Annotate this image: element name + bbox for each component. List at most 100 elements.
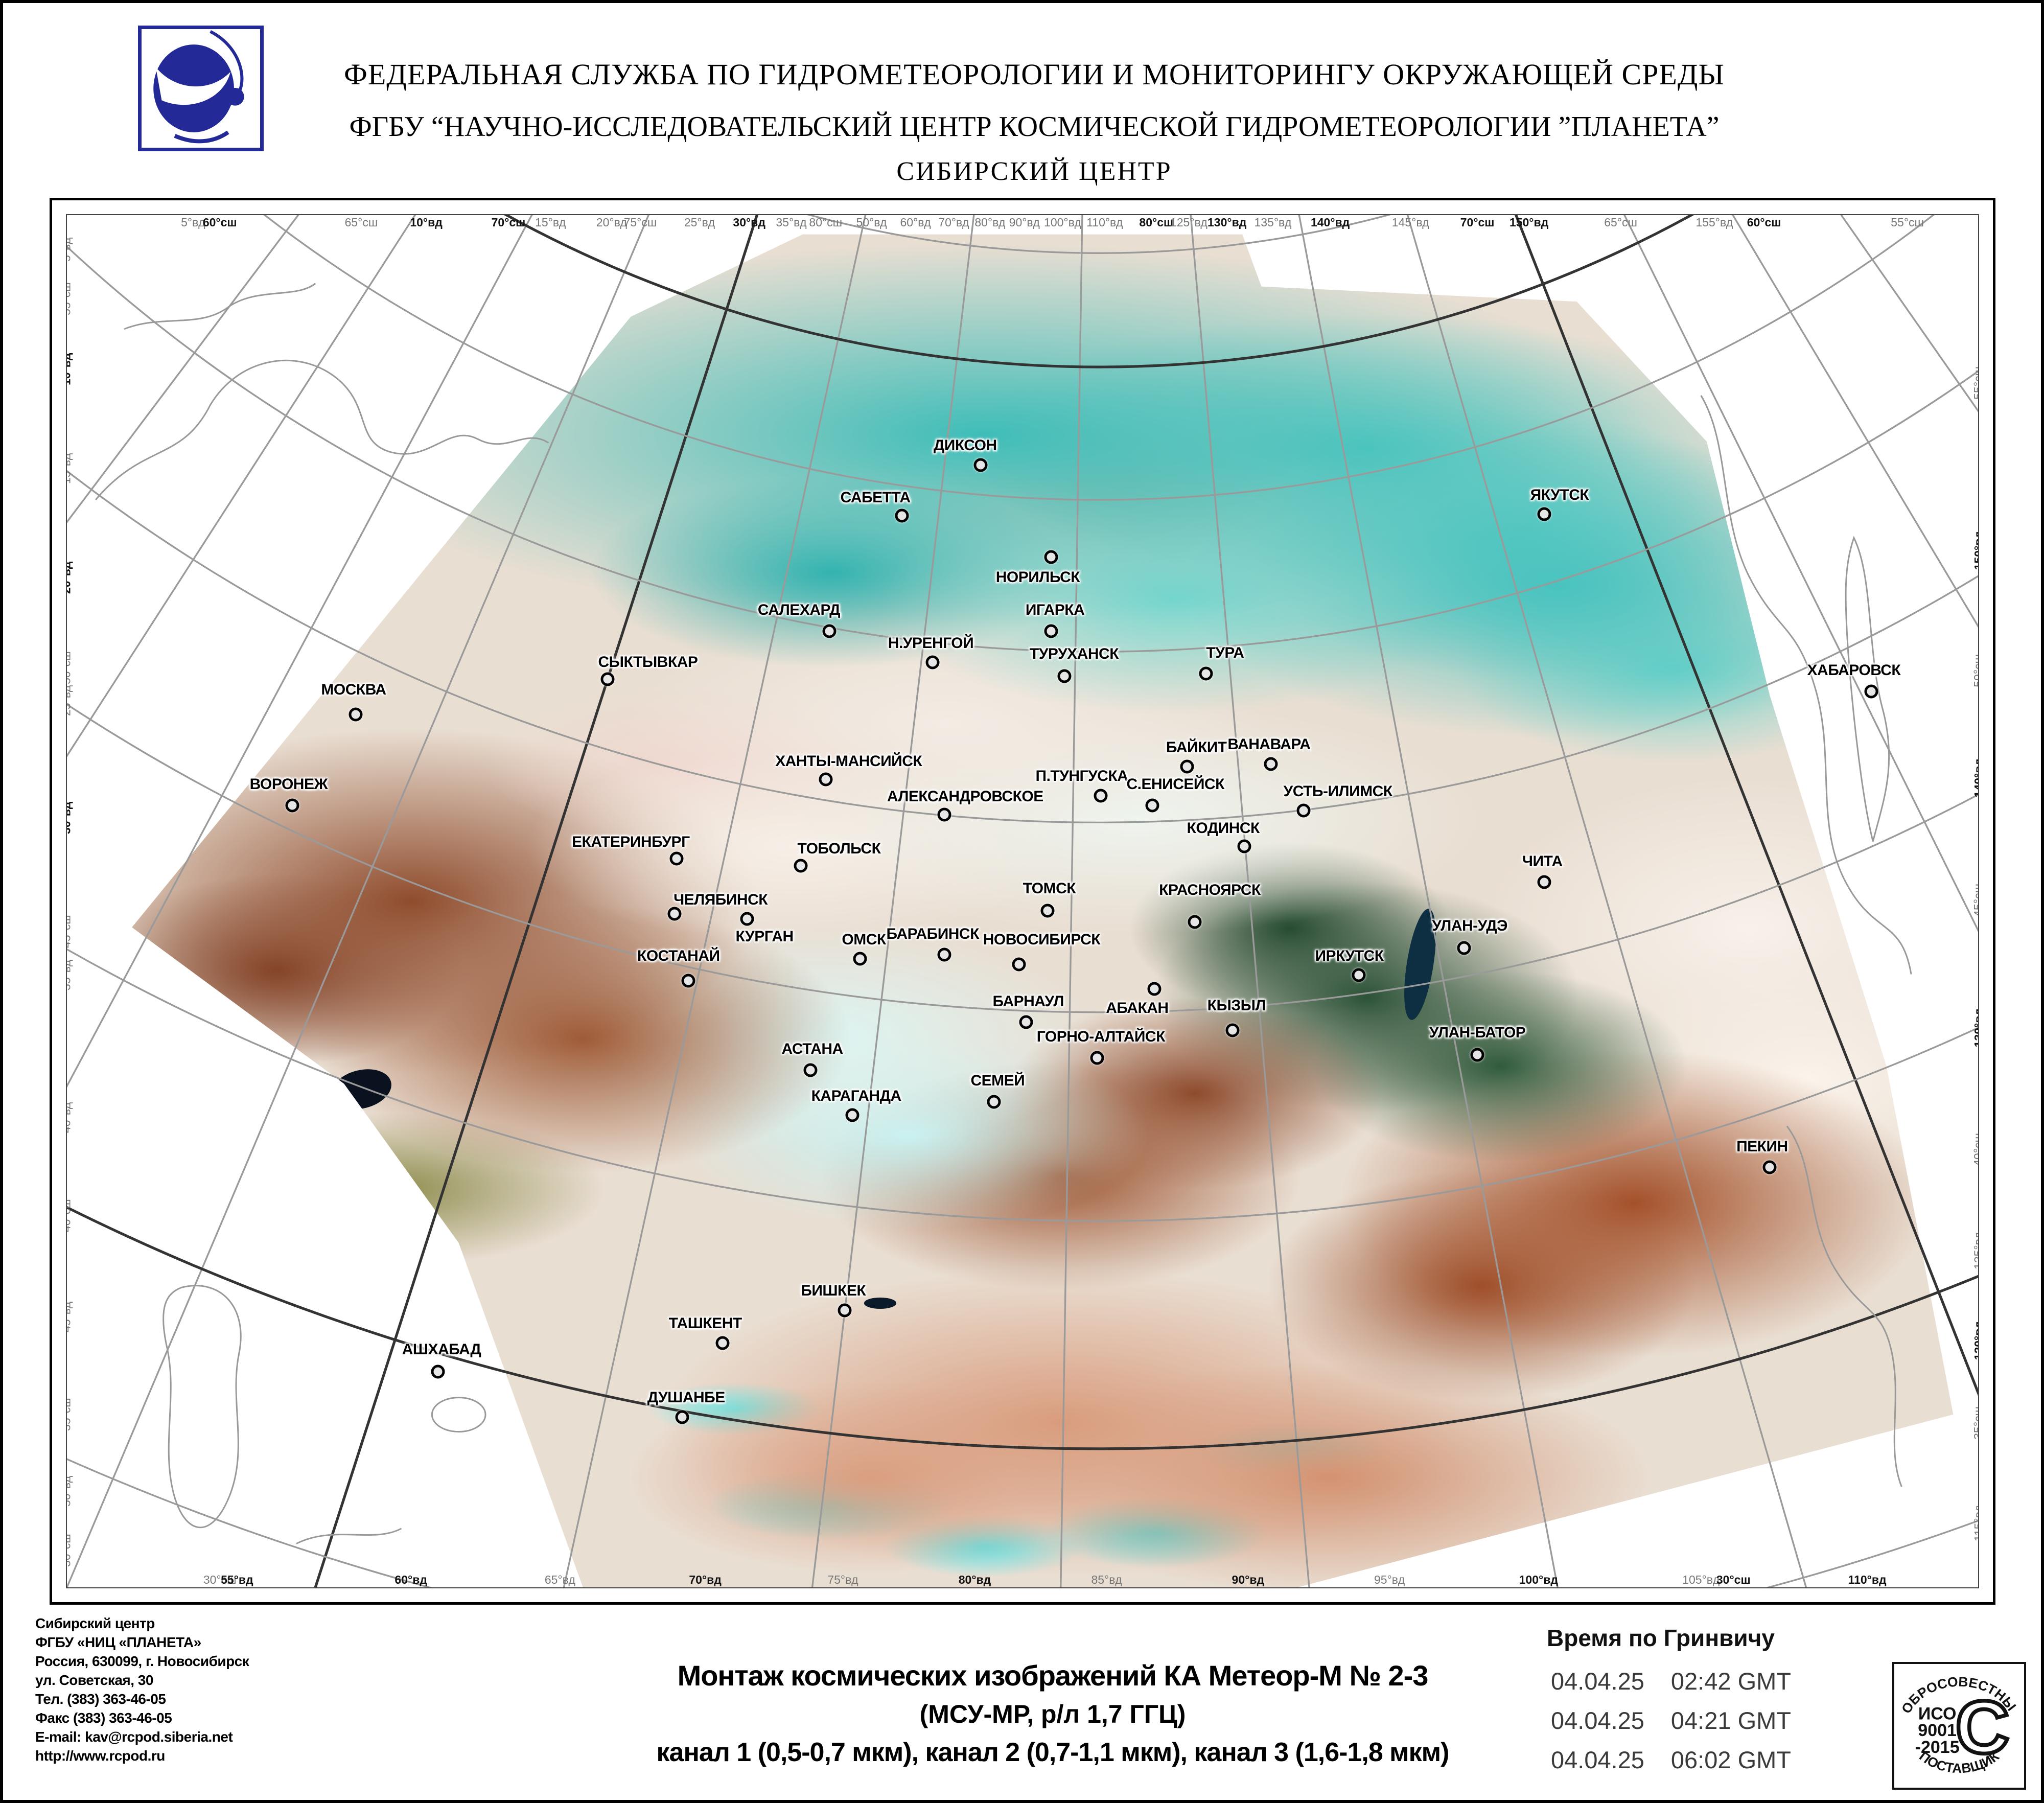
graticule-meridians-dark xyxy=(314,215,1978,1587)
city-dot xyxy=(1057,669,1072,683)
badge-iso-line-3: -2015 xyxy=(1915,1738,1960,1757)
header-org-line-1: ФЕДЕРАЛЬНАЯ СЛУЖБА ПО ГИДРОМЕТЕОРОЛОГИИ … xyxy=(344,58,1725,91)
graticule-label-left: 45°сш xyxy=(66,915,73,948)
city-dot xyxy=(1537,507,1551,521)
city-label: АЛЕКСАНДРОВСКОЕ xyxy=(887,788,1043,805)
header-org-line-2: ФГБУ “НАУЧНО-ИССЛЕДОВАТЕЛЬСКИЙ ЦЕНТР КОС… xyxy=(349,111,1720,143)
city-dot xyxy=(1199,666,1213,681)
city-dot xyxy=(1225,1023,1240,1037)
address-line: http://www.rcpod.ru xyxy=(35,1748,165,1764)
graticule-label-top: 70°вд xyxy=(938,216,969,229)
graticule-label-right: 35°сш xyxy=(1971,1406,1979,1440)
city-dot xyxy=(1019,1015,1033,1029)
city-label: КУРГАН xyxy=(735,928,794,945)
graticule-meridians xyxy=(67,215,1978,1587)
graticule-label-bottom: 110°вд xyxy=(1848,1573,1887,1586)
graticule-label-top: 35°вд xyxy=(776,216,807,229)
city-dot xyxy=(925,655,940,669)
graticule-label-bottom: 60°вд xyxy=(394,1573,427,1586)
graticule-label-top: 65°сш xyxy=(344,216,378,229)
city-label: НОРИЛЬСК xyxy=(995,568,1080,586)
city-dot xyxy=(1145,798,1159,813)
lake-issyk-kul xyxy=(864,1298,897,1309)
address-line: Россия, 630099, г. Новосибирск xyxy=(35,1653,249,1669)
graticule-label-left: 40°сш xyxy=(66,1199,73,1232)
graticule-label-right: 40°сш xyxy=(1971,1133,1979,1167)
graticule-label-left: 25°вд xyxy=(66,685,73,716)
planeta-logo xyxy=(138,26,264,151)
graticule-label-top: 110°вд xyxy=(1086,216,1123,229)
graticule-label-top: 145°вд xyxy=(1391,216,1429,229)
graticule-label-top: 60°сш xyxy=(202,216,237,229)
graticule-parallels-dark xyxy=(67,215,1978,1450)
city-dot xyxy=(845,1108,860,1122)
city-dot xyxy=(1237,839,1251,853)
city-label: КАРАГАНДА xyxy=(811,1087,902,1104)
graticule-label-bottom: 70°вд xyxy=(689,1573,722,1586)
city-label: ВОРОНЕЖ xyxy=(249,776,328,793)
city-label: ГОРНО-АЛТАЙСК xyxy=(1036,1028,1166,1046)
city-dot xyxy=(681,974,695,988)
graticule-label-right: 55°сш xyxy=(1971,366,1979,400)
graticule-label-bottom: 80°вд xyxy=(958,1573,991,1586)
graticule-label-top: 65°сш xyxy=(1604,216,1637,229)
city-dot xyxy=(1090,1051,1104,1065)
graticule-label-top: 80°вд xyxy=(974,216,1006,229)
graticule-label-bottom: 90°вд xyxy=(1232,1573,1265,1586)
city-label: КЫЗЫЛ xyxy=(1207,997,1266,1014)
city-label: БИШКЕК xyxy=(801,1282,866,1300)
graticule-label-right: 125°вд xyxy=(1971,1232,1979,1269)
footer-address: Сибирский центр ФГБУ «НИЦ «ПЛАНЕТА» Россия… xyxy=(35,1614,249,1765)
graticule-label-top: 30°вд xyxy=(733,216,765,229)
gmt-times: 04.04.25 02:42 GMT 04.04.25 04:21 GMT 04… xyxy=(1551,1667,1791,1785)
city-label: СЕМЕЙ xyxy=(970,1072,1025,1090)
graticule-label-left: 15°вд xyxy=(66,453,73,484)
address-line: ул. Советская, 30 xyxy=(35,1672,153,1688)
city-dot xyxy=(1864,684,1878,699)
map-inner-frame: МОСКВА ВОРОНЕЖ СЫКТЫВКАР САЛЕХАРД ДИКСОН САБЕ… xyxy=(66,214,1979,1588)
planeta-globe-icon xyxy=(153,30,244,144)
city-dot xyxy=(1457,941,1471,955)
city-dot xyxy=(1470,1048,1484,1062)
graticule-label-right: 120°вд xyxy=(1971,1321,1979,1360)
city-dot xyxy=(740,912,754,926)
header-org-line-3: СИБИРСКИЙ ЦЕНТР xyxy=(896,157,1172,186)
city-dot xyxy=(819,772,833,787)
city-label: КОСТАНАЙ xyxy=(637,947,720,964)
gmt-time: 06:02 GMT xyxy=(1670,1746,1791,1773)
city-label: ТУРА xyxy=(1206,644,1244,661)
city-dot xyxy=(987,1095,1001,1108)
city-label: ТУРУХАНСК xyxy=(1029,645,1119,663)
city-label: КОДИНСК xyxy=(1187,820,1260,837)
city-dot xyxy=(1012,957,1026,972)
graticule-label-right: 45°сш xyxy=(1971,883,1979,917)
graticule-label-top: 80°сш xyxy=(1139,216,1174,229)
iso-badge: С ДОБРОСОВЕСТНЫЙ ПОСТАВЩИК ИСО 9001 -201… xyxy=(1890,1652,2026,1790)
city-label: ЕКАТЕРИНБУРГ xyxy=(572,834,690,851)
graticule-label-top: 70°сш xyxy=(491,216,526,229)
graticule-label-top: 150°вд xyxy=(1509,216,1549,229)
graticule-label-top: 140°вд xyxy=(1310,216,1350,229)
graticule-label-bottom: 65°вд xyxy=(544,1573,575,1586)
city-label: САБЕТТА xyxy=(840,489,911,506)
montage-title-line-2: (МСУ-МР, р/л 1,7 ГГЦ) xyxy=(919,1700,1186,1728)
address-line: ФГБУ «НИЦ «ПЛАНЕТА» xyxy=(35,1634,201,1650)
city-label: УСТЬ-ИЛИМСК xyxy=(1283,782,1393,800)
city-dot xyxy=(600,672,615,686)
city-label: ТОМСК xyxy=(1023,880,1076,897)
montage-title: Монтаж космических изображений КА Метеор… xyxy=(521,1659,1584,1768)
city-dot xyxy=(715,1336,730,1350)
city-label: МОСКВА xyxy=(321,681,386,698)
city-dot xyxy=(349,707,363,722)
graticule-label-right: 115°вд xyxy=(1971,1505,1979,1542)
graticule-label-top: 15°вд xyxy=(535,216,566,229)
badge-letter-c: С xyxy=(1956,1685,2010,1769)
address-line: Факс (383) 363-46-05 xyxy=(35,1710,172,1726)
address-line: Тел. (383) 363-46-05 xyxy=(35,1691,166,1707)
graticule-label-bottom: 30°сш xyxy=(1716,1573,1751,1586)
city-label: ЯКУТСК xyxy=(1530,486,1589,503)
graticule-label-bottom: 105°вд xyxy=(1682,1573,1720,1586)
city-dot xyxy=(937,947,951,962)
city-label: ХАБАРОВСК xyxy=(1807,662,1901,679)
